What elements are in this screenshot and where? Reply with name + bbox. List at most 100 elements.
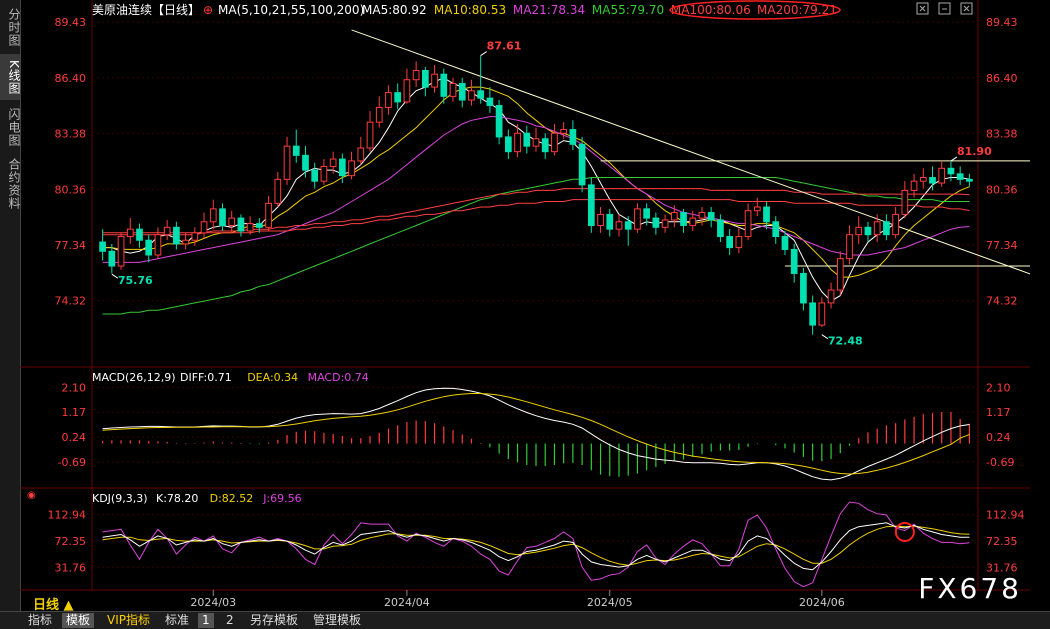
candle[interactable] bbox=[136, 223, 143, 248]
candle[interactable] bbox=[246, 216, 254, 235]
candle[interactable] bbox=[532, 127, 540, 152]
period-selector[interactable]: 日线 ▲ bbox=[33, 598, 74, 613]
candle[interactable] bbox=[717, 214, 724, 243]
candle[interactable] bbox=[587, 177, 595, 233]
candle[interactable] bbox=[892, 207, 899, 239]
candle[interactable] bbox=[883, 214, 890, 241]
candle[interactable] bbox=[560, 122, 568, 139]
candle[interactable] bbox=[385, 85, 392, 115]
candle[interactable] bbox=[744, 203, 752, 241]
lock-icon[interactable]: ⊕ bbox=[203, 3, 213, 17]
template-1-button[interactable]: 1 bbox=[198, 613, 214, 628]
candle[interactable] bbox=[477, 55, 485, 104]
candle[interactable] bbox=[375, 96, 383, 128]
candle[interactable] bbox=[901, 181, 909, 219]
candle[interactable] bbox=[283, 136, 291, 185]
candle[interactable] bbox=[504, 129, 512, 160]
candle[interactable] bbox=[606, 208, 614, 237]
manage-template-button[interactable]: 管理模板 bbox=[313, 613, 362, 627]
candle[interactable] bbox=[541, 133, 549, 160]
candle[interactable] bbox=[302, 146, 309, 178]
candle[interactable] bbox=[514, 124, 521, 158]
candle[interactable] bbox=[154, 227, 162, 259]
candle[interactable] bbox=[274, 171, 282, 208]
candle[interactable] bbox=[578, 136, 586, 193]
indicator-button[interactable]: 指标 bbox=[28, 613, 53, 627]
candle[interactable] bbox=[873, 214, 881, 243]
candle[interactable] bbox=[265, 195, 272, 231]
candle[interactable] bbox=[652, 212, 660, 235]
candle[interactable] bbox=[569, 120, 577, 150]
candle[interactable] bbox=[311, 162, 319, 189]
candle[interactable] bbox=[219, 203, 226, 231]
candle[interactable] bbox=[163, 219, 171, 241]
candle[interactable] bbox=[292, 129, 300, 163]
tab-contract-info[interactable]: 合约资料 bbox=[7, 158, 21, 210]
candle[interactable] bbox=[855, 216, 863, 244]
candle[interactable] bbox=[495, 100, 503, 145]
candle[interactable] bbox=[209, 199, 217, 230]
candle[interactable] bbox=[191, 227, 199, 246]
candle[interactable] bbox=[449, 77, 457, 102]
candle[interactable] bbox=[551, 124, 558, 156]
candle[interactable] bbox=[394, 83, 402, 110]
candle[interactable] bbox=[458, 77, 466, 108]
candle[interactable] bbox=[800, 267, 807, 311]
trendline[interactable] bbox=[351, 29, 1030, 275]
candle[interactable] bbox=[200, 212, 208, 239]
candle[interactable] bbox=[634, 203, 641, 233]
expand-icon[interactable] bbox=[916, 2, 929, 15]
candle[interactable] bbox=[228, 210, 236, 233]
tab-lightning-chart[interactable]: 闪电图 bbox=[7, 107, 21, 147]
candle[interactable] bbox=[818, 297, 826, 327]
candle[interactable] bbox=[790, 243, 798, 283]
candle[interactable] bbox=[772, 216, 780, 244]
candle[interactable] bbox=[597, 207, 604, 233]
candle[interactable] bbox=[735, 227, 743, 254]
candle[interactable] bbox=[753, 197, 761, 217]
candle[interactable] bbox=[919, 168, 927, 189]
tab-time-sharing[interactable]: 分时图 bbox=[7, 7, 21, 47]
tab-kline[interactable]: K线图 bbox=[0, 54, 21, 100]
candle[interactable] bbox=[523, 125, 531, 154]
candle[interactable] bbox=[108, 243, 116, 274]
kline-chart[interactable]: 74.32 74.32 77.34 77.34 80.36 80.36 83.38 83.38… bbox=[20, 0, 1030, 611]
candle[interactable] bbox=[338, 153, 346, 184]
candle[interactable] bbox=[99, 229, 106, 261]
candle[interactable] bbox=[670, 205, 678, 228]
template-button[interactable]: 模板 bbox=[62, 613, 95, 628]
candle[interactable] bbox=[440, 68, 448, 104]
standard-button[interactable]: 标准 bbox=[165, 613, 190, 627]
candle[interactable] bbox=[707, 207, 715, 228]
save-template-button[interactable]: 另存模板 bbox=[250, 613, 299, 627]
candle[interactable] bbox=[781, 231, 789, 255]
candle[interactable] bbox=[431, 64, 438, 93]
candle[interactable] bbox=[836, 251, 844, 296]
candle[interactable] bbox=[320, 159, 328, 185]
candle[interactable] bbox=[615, 214, 623, 237]
close-icon[interactable] bbox=[960, 2, 973, 15]
candle[interactable] bbox=[763, 201, 770, 230]
candle[interactable] bbox=[966, 173, 973, 187]
candle[interactable] bbox=[412, 61, 420, 88]
candle[interactable] bbox=[145, 234, 153, 263]
candle[interactable] bbox=[910, 173, 918, 198]
candle[interactable] bbox=[117, 232, 125, 270]
candle[interactable] bbox=[126, 218, 134, 244]
candle[interactable] bbox=[809, 295, 816, 335]
candle[interactable] bbox=[403, 68, 411, 104]
candle[interactable] bbox=[468, 79, 475, 106]
candle[interactable] bbox=[329, 151, 337, 174]
candle[interactable] bbox=[726, 229, 734, 255]
template-2-button[interactable]: 2 bbox=[226, 613, 234, 627]
minimize-icon[interactable] bbox=[938, 2, 951, 15]
candle[interactable] bbox=[173, 221, 180, 250]
candle[interactable] bbox=[846, 225, 853, 265]
candle[interactable] bbox=[680, 208, 687, 233]
candle[interactable] bbox=[938, 160, 946, 187]
candle[interactable] bbox=[348, 151, 355, 180]
candle[interactable] bbox=[624, 216, 632, 246]
candle[interactable] bbox=[237, 214, 245, 237]
kdj-settings-icon[interactable]: ◉ bbox=[27, 490, 36, 501]
candle[interactable] bbox=[827, 282, 835, 309]
